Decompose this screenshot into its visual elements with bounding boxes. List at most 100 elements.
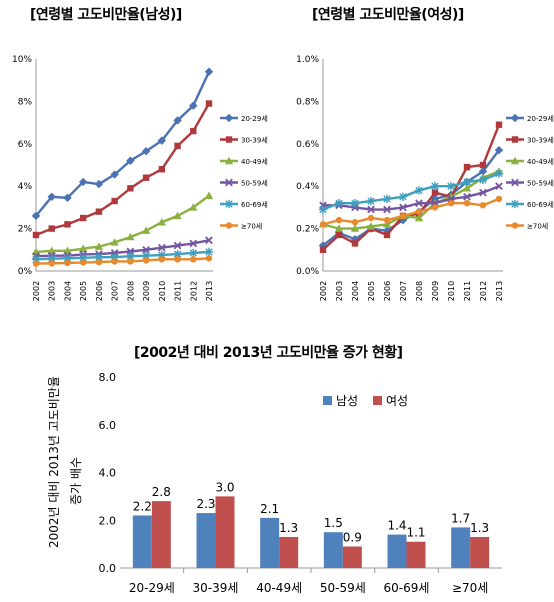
male-data-point bbox=[127, 185, 134, 192]
male-data-point bbox=[64, 221, 71, 228]
male-x-tick-label: 2008 bbox=[126, 281, 135, 301]
bar-male bbox=[323, 532, 343, 568]
male-y-tick-label: 8% bbox=[18, 97, 33, 107]
female-data-point bbox=[479, 202, 487, 209]
male-data-point bbox=[111, 258, 118, 265]
female-data-point bbox=[318, 205, 328, 214]
bar-female bbox=[342, 546, 362, 568]
male-data-point bbox=[63, 246, 72, 255]
male-legend-marker bbox=[225, 136, 233, 143]
male-data-point bbox=[142, 245, 150, 254]
bar-category-label: 40-49세 bbox=[256, 581, 302, 595]
male-data-point bbox=[189, 203, 198, 211]
male-data-point bbox=[189, 101, 198, 110]
male-data-point bbox=[79, 259, 87, 266]
female-legend-marker bbox=[510, 156, 520, 165]
male-data-point bbox=[142, 257, 150, 264]
female-legend-label: 40-49세 bbox=[527, 157, 554, 166]
female-data-point bbox=[463, 163, 471, 171]
male-series-line bbox=[35, 194, 210, 254]
male-data-point bbox=[111, 197, 118, 205]
male-data-point bbox=[158, 256, 166, 263]
female-data-point bbox=[463, 199, 471, 207]
female-data-point bbox=[335, 231, 343, 239]
bar-y-axis-title: 2002년 대비 2013년 고도비만율 bbox=[47, 376, 61, 548]
female-data-point bbox=[334, 224, 344, 232]
female-y-tick-label: 0.6% bbox=[296, 140, 319, 150]
bar-chart-title: [2002년 대비 2013년 고도비만율 증가 현황] bbox=[134, 345, 403, 361]
male-legend-marker bbox=[224, 199, 234, 209]
bar-y-axis-subtitle: 증가 배수 bbox=[69, 457, 83, 505]
female-x-tick-label: 2009 bbox=[431, 281, 440, 301]
female-data-point bbox=[463, 192, 471, 201]
bar-data-label: 1.3 bbox=[470, 521, 489, 535]
female-legend-marker bbox=[511, 136, 519, 143]
female-y-tick-label: 1.0% bbox=[296, 55, 319, 65]
female-data-point bbox=[383, 216, 391, 224]
female-data-point bbox=[494, 145, 504, 155]
male-data-point bbox=[31, 211, 41, 221]
female-data-point bbox=[495, 195, 503, 203]
female-data-point bbox=[319, 246, 327, 253]
male-x-tick-label: 2012 bbox=[189, 281, 198, 301]
male-data-point bbox=[142, 174, 150, 181]
male-data-point bbox=[79, 214, 87, 222]
female-data-point bbox=[367, 214, 375, 222]
male-data-point bbox=[110, 170, 119, 179]
bar-data-label: 1.3 bbox=[279, 521, 298, 535]
female-x-tick-label: 2003 bbox=[335, 281, 344, 301]
female-series-line bbox=[322, 124, 501, 251]
bar-legend-label: 여성 bbox=[386, 394, 408, 408]
male-data-point bbox=[95, 258, 103, 266]
female-data-point bbox=[399, 203, 407, 212]
male-data-point bbox=[189, 248, 198, 258]
female-data-point bbox=[367, 205, 375, 214]
female-data-point bbox=[415, 208, 423, 215]
female-data-point bbox=[383, 231, 391, 239]
male-data-point bbox=[141, 226, 151, 234]
male-data-point bbox=[48, 225, 55, 232]
female-chart-title: [연령별 고도비만율(여성)] bbox=[312, 7, 464, 23]
male-data-point bbox=[94, 179, 104, 189]
bar-legend-swatch bbox=[323, 396, 332, 405]
male-data-point bbox=[157, 243, 166, 252]
bar-data-label: 1.5 bbox=[324, 516, 343, 530]
bar-data-label: 2.8 bbox=[152, 485, 171, 499]
female-data-point bbox=[495, 121, 503, 128]
female-legend-marker bbox=[511, 222, 519, 229]
male-x-tick-label: 2011 bbox=[174, 281, 183, 301]
female-data-point bbox=[478, 175, 488, 185]
female-y-tick-label: 0.0% bbox=[296, 267, 319, 277]
female-series-line bbox=[322, 170, 500, 230]
female-legend-label: ≥70세 bbox=[527, 222, 548, 231]
male-data-point bbox=[47, 246, 56, 255]
male-data-point bbox=[141, 147, 151, 156]
male-data-point bbox=[94, 253, 104, 262]
female-data-point bbox=[350, 198, 360, 208]
female-data-point bbox=[414, 186, 424, 195]
male-data-point bbox=[173, 241, 182, 250]
female-legend-marker bbox=[511, 178, 519, 187]
bar-male bbox=[132, 515, 152, 568]
male-data-point bbox=[110, 238, 119, 246]
bar-data-label: 2.3 bbox=[196, 497, 215, 511]
bar-male bbox=[196, 513, 216, 568]
bar-category-label: 30-39세 bbox=[193, 581, 239, 595]
female-y-tick-label: 0.4% bbox=[296, 182, 319, 192]
female-legend-label: 60-69세 bbox=[527, 200, 554, 209]
male-x-tick-label: 2009 bbox=[142, 281, 151, 301]
male-data-point bbox=[63, 254, 72, 263]
bar-y-tick-label: 2.0 bbox=[99, 514, 117, 527]
female-data-point bbox=[462, 184, 472, 192]
female-x-tick-label: 2006 bbox=[383, 281, 392, 301]
female-data-point bbox=[383, 205, 391, 214]
bar-y-tick-label: 6.0 bbox=[99, 419, 117, 432]
male-x-tick-label: 2005 bbox=[79, 281, 88, 301]
bar-category-label: 20-29세 bbox=[129, 581, 175, 595]
female-series-line bbox=[322, 149, 500, 247]
male-data-point bbox=[204, 247, 214, 257]
male-data-point bbox=[189, 239, 198, 248]
bar-data-label: 1.4 bbox=[387, 519, 406, 533]
male-x-tick-label: 2003 bbox=[48, 281, 57, 301]
male-data-point bbox=[174, 256, 181, 263]
